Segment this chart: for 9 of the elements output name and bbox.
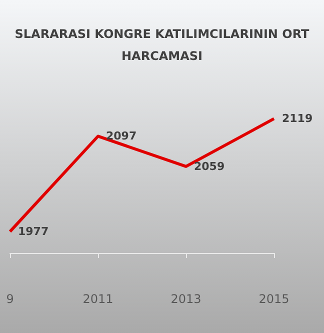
data-label: 1977: [18, 225, 49, 238]
x-tick-label: 2011: [82, 292, 114, 306]
data-label: 2059: [194, 160, 225, 173]
data-label: 2097: [106, 130, 137, 143]
x-tick-label: 2015: [258, 292, 290, 306]
chart-title: SLARARASI KONGRE KATILIMCILARININ ORT HARCAMASI: [14, 27, 310, 63]
x-tick-label: 9: [6, 292, 14, 306]
x-tick-label: 2013: [170, 292, 202, 306]
data-label: 2119: [282, 112, 313, 126]
